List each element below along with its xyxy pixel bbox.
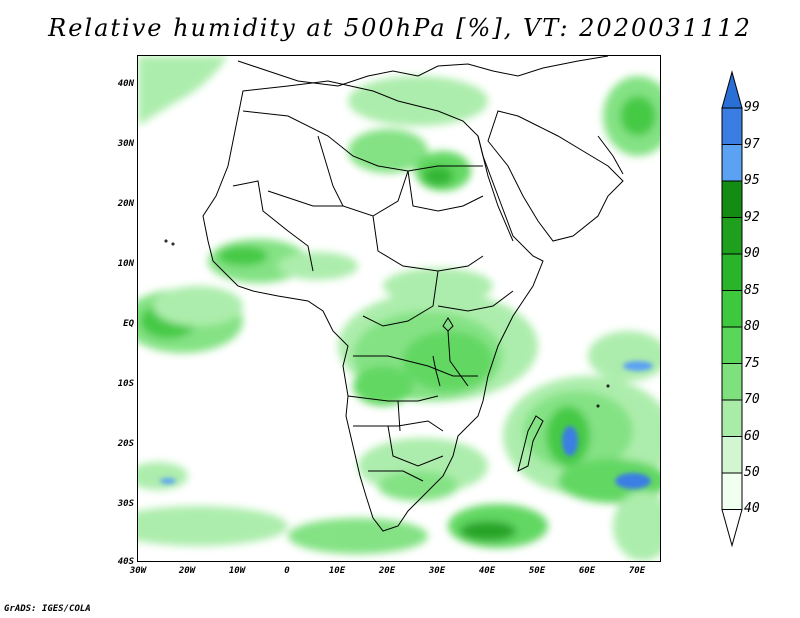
lat-label: 20N [117, 199, 134, 209]
lat-label: 10N [117, 259, 134, 269]
lat-label: 10S [117, 379, 134, 389]
lon-label: 0 [284, 566, 290, 576]
lon-label: 10E [328, 566, 346, 576]
credit-text: GrADS: IGES/COLA [4, 604, 91, 614]
lat-label: 30S [117, 499, 134, 509]
colorbar-label: 40 [744, 501, 760, 516]
lon-label: 60E [578, 566, 596, 576]
colorbar-label: 80 [744, 319, 760, 334]
colorbar-label: 50 [744, 465, 760, 480]
lon-label: 30E [428, 566, 446, 576]
lon-label: 20W [178, 566, 196, 576]
colorbar-label: 60 [744, 429, 760, 444]
colorbar-segment [721, 290, 743, 328]
lat-label: 30N [117, 139, 134, 149]
lat-label: EQ [123, 319, 134, 329]
colorbar-label: 95 [744, 173, 760, 188]
colorbar-segment [721, 472, 743, 510]
humidity-map [138, 56, 660, 561]
colorbar-segment [721, 107, 743, 145]
colorbar-label: 90 [744, 246, 760, 261]
colorbar-segment [721, 326, 743, 364]
lat-label: 40N [117, 79, 134, 89]
lon-label: 10W [228, 566, 246, 576]
colorbar-segment [721, 180, 743, 218]
lon-label: 70E [628, 566, 646, 576]
coastlines [164, 56, 624, 532]
map-title: Relative humidity at 500hPa [%], VT: 202… [48, 14, 752, 42]
colorbar-label: 75 [744, 356, 760, 371]
colorbar-segment [721, 399, 743, 437]
lat-label: 20S [117, 439, 134, 449]
lat-label: 40S [117, 557, 134, 567]
humidity-saturated-patches [160, 361, 653, 489]
colorbar [721, 70, 743, 548]
colorbar-top-arrow [721, 70, 743, 109]
colorbar-bottom-arrow [721, 509, 743, 548]
map-panel [137, 55, 661, 562]
colorbar-label: 92 [744, 210, 760, 225]
colorbar-segment [721, 436, 743, 474]
colorbar-segment [721, 253, 743, 291]
lon-label: 50E [528, 566, 546, 576]
colorbar-segment [721, 144, 743, 182]
colorbar-label: 70 [744, 392, 760, 407]
colorbar-segment [721, 217, 743, 255]
lon-label: 20E [378, 566, 396, 576]
humidity-shading [138, 56, 660, 561]
lon-label: 30W [129, 566, 147, 576]
colorbar-label: 85 [744, 283, 760, 298]
lon-label: 40E [478, 566, 496, 576]
colorbar-label: 97 [744, 137, 760, 152]
colorbar-segment [721, 363, 743, 401]
colorbar-label: 99 [744, 100, 760, 115]
